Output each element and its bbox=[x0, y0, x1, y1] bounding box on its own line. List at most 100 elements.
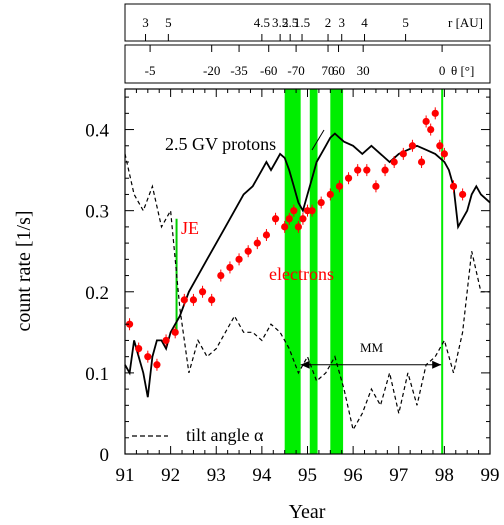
vertical-bands bbox=[175, 89, 444, 454]
x-axis-title: Year bbox=[289, 501, 326, 523]
x-tick-label: 99 bbox=[481, 465, 500, 486]
mm-label: MM bbox=[360, 340, 384, 355]
time-band bbox=[330, 89, 344, 454]
electron-point bbox=[144, 353, 152, 361]
y-tick-label: 0.1 bbox=[85, 364, 109, 385]
r-axis-tick-label: 3.5 bbox=[272, 15, 288, 30]
electron-point bbox=[135, 344, 143, 353]
electron-point bbox=[294, 223, 302, 231]
x-tick-label: 95 bbox=[298, 465, 317, 486]
electron-point bbox=[390, 158, 398, 166]
top-r-axis-box bbox=[124, 3, 491, 42]
y-tick-label: 0.4 bbox=[85, 121, 109, 142]
time-band bbox=[284, 89, 301, 454]
top-theta-axis-box bbox=[124, 44, 491, 84]
r-axis-tick-label: 3 bbox=[142, 15, 149, 30]
electrons-label: electrons bbox=[269, 264, 334, 284]
x-axis-ticks: 91 92 93 94 95 96 97 98 99 bbox=[116, 89, 500, 486]
electron-point bbox=[244, 247, 252, 255]
electron-point bbox=[427, 125, 435, 134]
electron-point bbox=[189, 296, 198, 304]
electron-point bbox=[253, 239, 261, 247]
electron-point bbox=[198, 288, 207, 296]
time-band bbox=[309, 89, 318, 454]
electron-point bbox=[208, 296, 216, 304]
electron-point bbox=[431, 109, 439, 117]
protons-line bbox=[124, 132, 491, 398]
y-tick-label: 0.2 bbox=[85, 283, 109, 304]
electron-point bbox=[153, 361, 161, 369]
electron-point bbox=[226, 263, 234, 272]
r-axis-tick-label: 4 bbox=[361, 15, 368, 30]
electron-point bbox=[162, 336, 170, 345]
x-tick-label: 98 bbox=[435, 465, 454, 486]
electron-point bbox=[262, 231, 271, 239]
theta-axis-tick-label: -5 bbox=[145, 63, 156, 78]
electron-point bbox=[354, 166, 362, 174]
x-tick-label: 94 bbox=[252, 465, 272, 486]
series-layer bbox=[124, 107, 491, 432]
electron-point bbox=[335, 182, 344, 190]
protons-label: 2.5 GV protons bbox=[165, 134, 276, 154]
y-axis-ticks: 0 0.1 0.2 0.3 0.4 bbox=[85, 96, 490, 466]
electron-point bbox=[417, 158, 426, 166]
theta-axis-tick-label: -20 bbox=[203, 63, 220, 78]
electron-point bbox=[381, 166, 389, 174]
x-tick-label: 96 bbox=[344, 465, 363, 486]
x-tick-label: 97 bbox=[389, 465, 408, 486]
x-tick-label: 92 bbox=[161, 465, 180, 486]
theta-axis-tick-label: -70 bbox=[287, 63, 304, 78]
electron-point bbox=[440, 150, 448, 158]
electron-point bbox=[459, 190, 467, 199]
electron-point bbox=[363, 166, 371, 174]
je-label: JE bbox=[181, 218, 199, 238]
electron-point bbox=[372, 182, 380, 190]
top-theta-axis-label: θ [°] bbox=[451, 63, 474, 78]
electron-point bbox=[271, 215, 280, 223]
y-tick-label: 0.3 bbox=[85, 202, 109, 223]
electron-point bbox=[290, 207, 298, 215]
mm-arrow-head-right bbox=[432, 360, 442, 369]
electron-point bbox=[281, 223, 289, 231]
electron-point bbox=[308, 207, 316, 215]
tilt-legend-label: tilt angle α bbox=[186, 425, 264, 445]
r-axis-tick-label: 3 bbox=[338, 15, 345, 30]
theta-axis-tick-label: 70 bbox=[322, 63, 335, 78]
y-tick-label: 0 bbox=[100, 445, 110, 466]
electron-point bbox=[171, 328, 179, 336]
time-band bbox=[441, 89, 444, 454]
x-tick-label: 91 bbox=[116, 465, 135, 486]
mm-arrow-head-left bbox=[300, 360, 310, 369]
electron-point bbox=[422, 117, 430, 126]
tilt-angle-line bbox=[124, 153, 490, 432]
r-axis-tick-label: 4.5 bbox=[254, 15, 270, 30]
theta-axis-tick-label: 0 bbox=[439, 63, 446, 78]
top-r-axis-label: r [AU] bbox=[448, 15, 483, 30]
theta-axis-tick-label: 30 bbox=[357, 63, 370, 78]
theta-axis-tick-label: -35 bbox=[230, 63, 247, 78]
electron-point bbox=[217, 271, 225, 280]
electron-point bbox=[299, 215, 307, 223]
r-axis-tick-label: 2.5 bbox=[282, 15, 298, 30]
electron-point bbox=[449, 182, 458, 190]
x-tick-label: 93 bbox=[207, 465, 226, 486]
electron-point bbox=[180, 296, 188, 304]
r-axis-tick-label: 2 bbox=[325, 15, 332, 30]
electron-point bbox=[326, 190, 334, 199]
mm-arrow bbox=[300, 360, 442, 369]
r-axis-tick-label: 5 bbox=[165, 15, 172, 30]
theta-axis-tick-label: 60 bbox=[332, 63, 345, 78]
r-axis-tick-label: 1.5 bbox=[294, 15, 310, 30]
electron-point bbox=[399, 150, 407, 158]
electron-point bbox=[408, 142, 417, 150]
electron-point bbox=[125, 320, 134, 328]
y-axis-title: count rate [1/s] bbox=[13, 210, 35, 331]
electron-point bbox=[317, 198, 325, 207]
theta-axis-tick-label: -60 bbox=[260, 63, 277, 78]
electron-point bbox=[436, 142, 444, 150]
electron-point bbox=[285, 215, 293, 223]
r-axis-tick-label: 5 bbox=[402, 15, 409, 30]
electron-point bbox=[344, 174, 353, 182]
